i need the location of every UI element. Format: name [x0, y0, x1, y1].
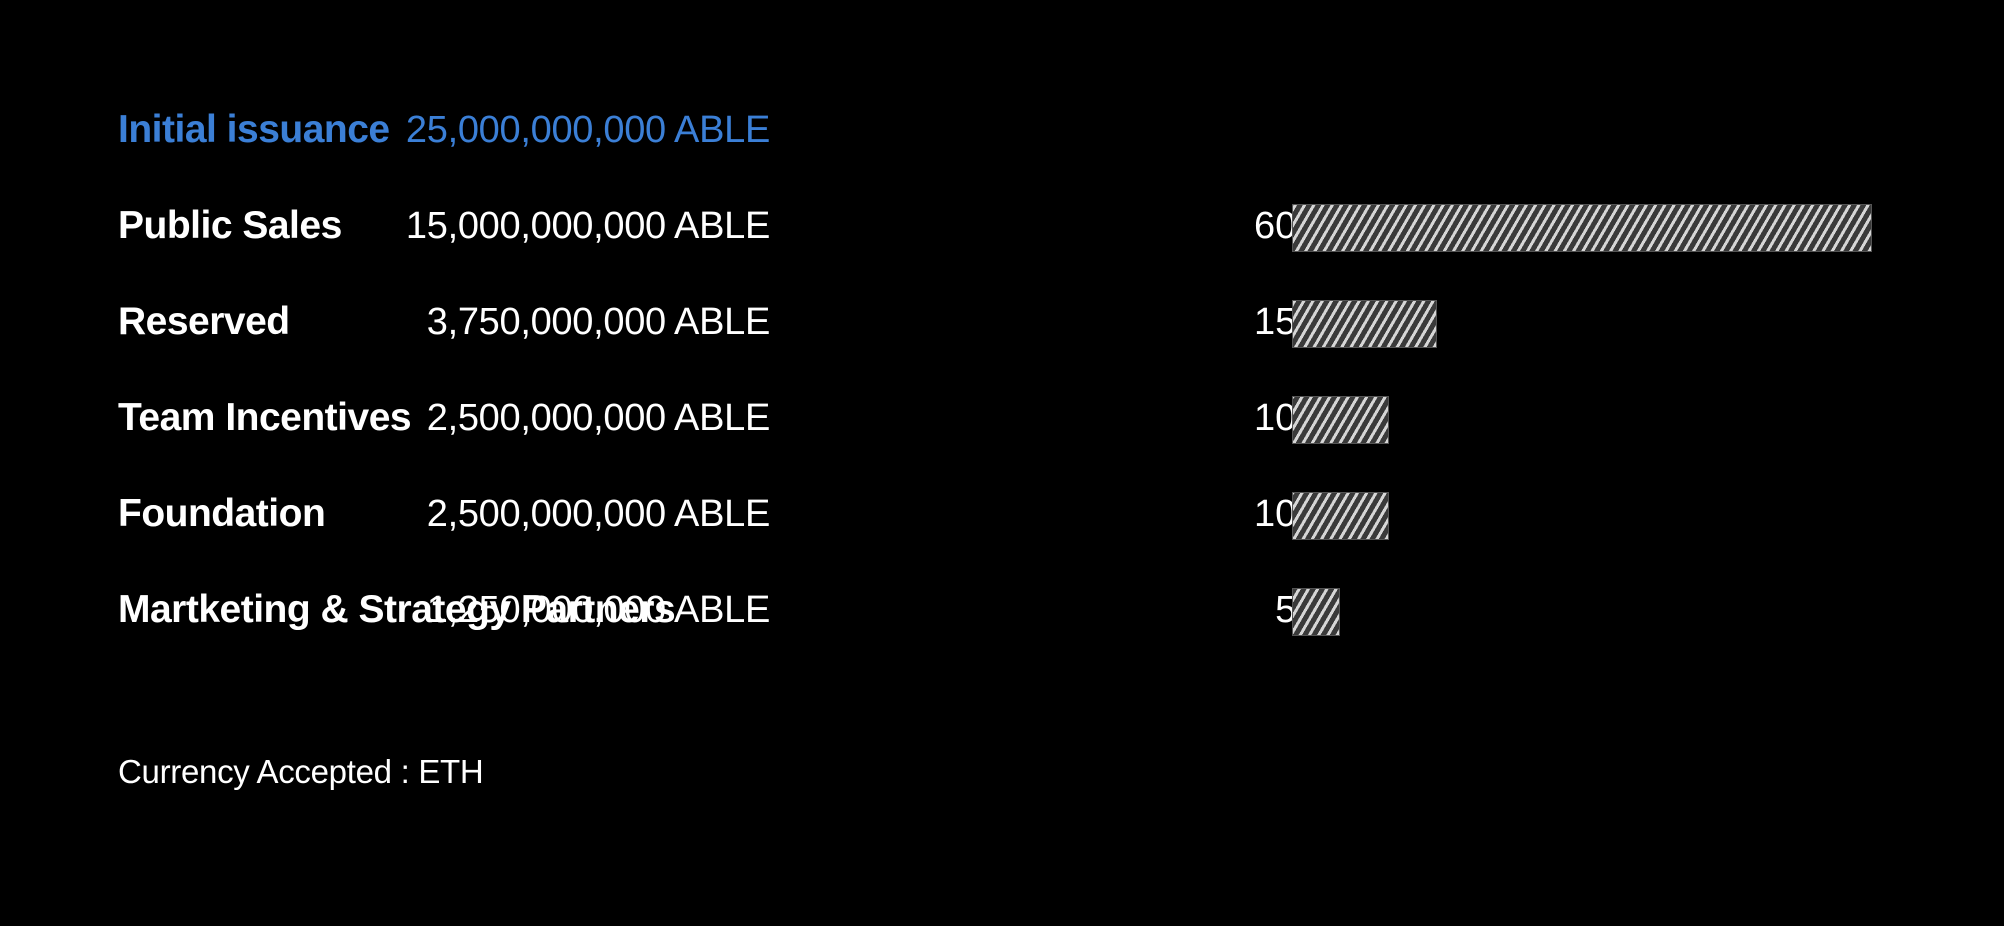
allocation-row: Martketing & Strategy Partners 1,250,000,… — [118, 578, 1898, 642]
allocation-bar-track — [1292, 396, 1872, 444]
allocation-category-label: Martketing & Strategy Partners — [118, 588, 676, 631]
allocation-category-label: Reserved — [118, 300, 290, 343]
allocation-category-label: Team Incentives — [118, 396, 412, 439]
allocation-amount: 1,250,000,000 ABLE — [426, 589, 771, 631]
allocation-bar-track — [1292, 300, 1872, 348]
allocation-bar — [1292, 588, 1340, 636]
allocation-amount: 2,500,000,000 ABLE — [426, 493, 771, 535]
allocation-bar — [1292, 204, 1872, 252]
initial-issuance-amount: 25,000,000,000 ABLE — [405, 109, 770, 151]
allocation-category-label: Foundation — [118, 492, 326, 535]
allocation-category-label: Public Sales — [118, 204, 342, 247]
allocation-bar-track — [1292, 204, 1872, 252]
currency-accepted-note: Currency Accepted : ETH — [118, 753, 484, 790]
allocation-amount: 15,000,000,000 ABLE — [405, 205, 770, 247]
allocation-bar-track — [1292, 588, 1872, 636]
initial-issuance-row: Initial issuance 25,000,000,000 ABLE — [118, 98, 1898, 162]
allocation-bar — [1292, 492, 1389, 540]
allocation-amount: 2,500,000,000 ABLE — [426, 397, 771, 439]
allocation-bar-track — [1292, 492, 1872, 540]
initial-issuance-label: Initial issuance — [118, 108, 390, 151]
allocation-bar — [1292, 396, 1389, 444]
allocation-amount: 3,750,000,000 ABLE — [426, 301, 771, 343]
allocation-bar — [1292, 300, 1437, 348]
